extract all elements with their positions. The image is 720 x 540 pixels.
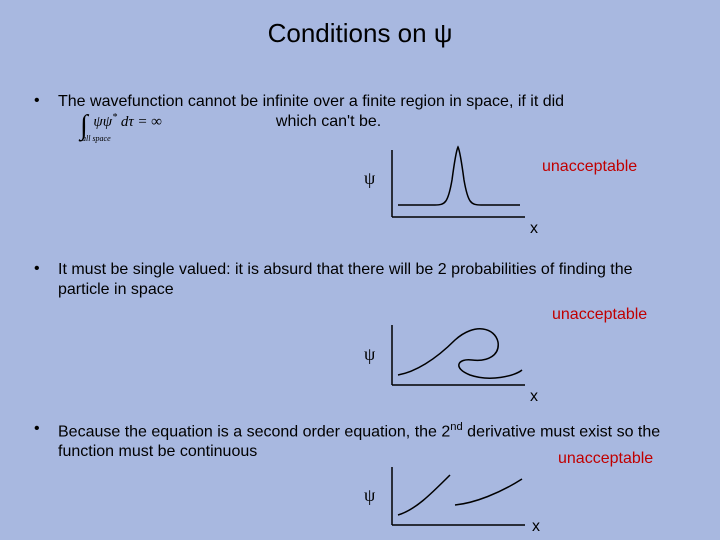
bullet-2: • It must be single valued: it is absurd… (34, 260, 684, 300)
graph-2-unacceptable: unacceptable (552, 306, 647, 324)
graph-2 (380, 320, 530, 395)
graph-3 (380, 465, 530, 535)
graph-3-x-label: x (532, 518, 540, 536)
integral-equation: ∫all space ψψ* dτ = ∞ (80, 110, 162, 142)
graph-1-unacceptable: unacceptable (542, 158, 637, 176)
bullet-dot: • (34, 92, 40, 110)
graph-3-unacceptable: unacceptable (558, 450, 653, 468)
bullet-1-line1: The wavefunction cannot be infinite over… (58, 93, 564, 110)
bullet-dot: • (34, 420, 40, 438)
bullet-2-text: It must be single valued: it is absurd t… (58, 260, 684, 300)
slide-title: Conditions on ψ (0, 0, 720, 49)
graph-2-psi-label: ψ (364, 344, 375, 365)
slide: Conditions on ψ • The wavefunction canno… (0, 0, 720, 540)
graph-1-psi-label: ψ (364, 168, 375, 189)
graph-2-x-label: x (530, 388, 538, 406)
bullet-1-line2: which can't be. (276, 113, 381, 130)
graph-1-x-label: x (530, 220, 538, 238)
bullet-dot: • (34, 260, 40, 278)
graph-1 (380, 145, 530, 230)
graph-3-psi-label: ψ (364, 485, 375, 506)
